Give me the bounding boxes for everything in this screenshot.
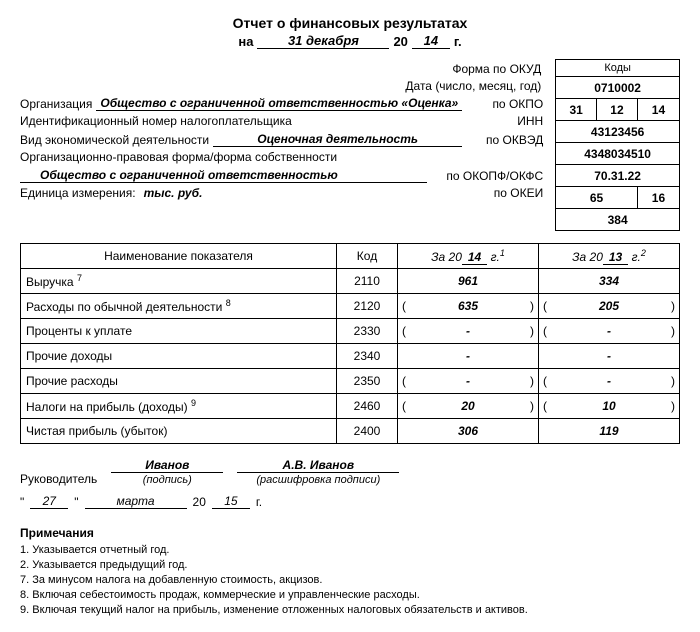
legal-form-value: Общество с ограниченной ответственностью [20, 168, 427, 183]
row-name: Прочие доходы [21, 344, 337, 369]
table-row: Расходы по обычной деятельности 82120(63… [21, 294, 680, 319]
org-value: Общество с ограниченной ответственностью… [96, 96, 462, 111]
row-code: 2460 [337, 394, 398, 419]
unit-label: Единица измерения: [20, 186, 140, 200]
legal-form-label: Организационно-правовая форма/форма собс… [20, 150, 545, 164]
row-value: 119 [539, 419, 680, 444]
sign-month: марта [85, 494, 187, 509]
sign-signature: Иванов [111, 458, 223, 473]
sign-year-prefix: 20 [193, 495, 206, 509]
year-prefix: 20 [393, 34, 407, 49]
notes-header: Примечания [20, 525, 680, 541]
okei-code: 384 [556, 209, 680, 231]
main-table: Наименование показателя Код За 2014 г.1 … [20, 243, 680, 444]
okved-label: по ОКВЭД [462, 133, 545, 147]
sign-year: 15 [212, 494, 250, 509]
activity-value: Оценочная деятельность [213, 132, 462, 147]
report-date-line: на 31 декабря 20 14 г. [20, 33, 680, 49]
row-code: 2400 [337, 419, 398, 444]
inn-code-label: ИНН [462, 114, 545, 128]
sign-day: 27 [30, 494, 68, 509]
table-row: Выручка 72110961334 [21, 269, 680, 294]
okopf-label: по ОКОПФ/ОКФС [427, 169, 545, 183]
th-year1: За 2014 г.1 [398, 244, 539, 269]
okud-code: 0710002 [556, 77, 680, 99]
okopf-code-2: 16 [637, 187, 679, 209]
row-name: Прочие расходы [21, 369, 337, 394]
date-d: 31 [556, 99, 597, 121]
table-row: Налоги на прибыль (доходы) 92460(20)(10) [21, 394, 680, 419]
row-value: 306 [398, 419, 539, 444]
row-name: Налоги на прибыль (доходы) 9 [21, 394, 337, 419]
row-value: 334 [539, 269, 680, 294]
note-item: 8. Включая себестоимость продаж, коммерч… [20, 588, 680, 603]
row-value: (-) [539, 369, 680, 394]
row-value: (-) [398, 319, 539, 344]
date-value: 31 декабря [257, 33, 389, 49]
row-name: Проценты к уплате [21, 319, 337, 344]
row-value: (20) [398, 394, 539, 419]
date-prefix: на [238, 34, 253, 49]
note-item: 9. Включая текущий налог на прибыль, изм… [20, 603, 680, 618]
table-row: Прочие расходы2350(-)(-) [21, 369, 680, 394]
note-item: 7. За минусом налога на добавленную стои… [20, 573, 680, 588]
row-value: (-) [539, 319, 680, 344]
org-label: Организация [20, 97, 96, 111]
year-suffix: г. [454, 34, 462, 49]
sign-role: Руководитель [20, 472, 97, 486]
inn-label: Идентификационный номер налогоплательщик… [20, 114, 462, 128]
year-value: 14 [412, 33, 450, 49]
row-name: Чистая прибыль (убыток) [21, 419, 337, 444]
note-item: 2. Указывается предыдущий год. [20, 558, 680, 573]
row-value: (10) [539, 394, 680, 419]
okud-label: Форма по ОКУД [20, 62, 545, 76]
note-item: 1. Указывается отчетный год. [20, 543, 680, 558]
row-code: 2330 [337, 319, 398, 344]
report-title: Отчет о финансовых результатах [20, 15, 680, 31]
okei-label: по ОКЕИ [462, 186, 545, 200]
okved-code: 70.31.22 [556, 165, 680, 187]
okpo-label: по ОКПО [462, 97, 545, 111]
table-row: Чистая прибыль (убыток)2400306119 [21, 419, 680, 444]
notes-block: Примечания 1. Указывается отчетный год.2… [20, 525, 680, 617]
row-name: Выручка 7 [21, 269, 337, 294]
row-value: - [398, 344, 539, 369]
codes-table: Коды 0710002 31 12 14 43123456 434803451… [555, 59, 680, 231]
row-code: 2110 [337, 269, 398, 294]
okopf-code-1: 65 [556, 187, 638, 209]
inn-code: 4348034510 [556, 143, 680, 165]
row-name: Расходы по обычной деятельности 8 [21, 294, 337, 319]
th-name: Наименование показателя [21, 244, 337, 269]
codes-header: Коды [556, 60, 680, 77]
th-code: Код [337, 244, 398, 269]
row-value: (-) [398, 369, 539, 394]
table-row: Проценты к уплате2330(-)(-) [21, 319, 680, 344]
row-code: 2340 [337, 344, 398, 369]
row-code: 2350 [337, 369, 398, 394]
row-code: 2120 [337, 294, 398, 319]
okpo-code: 43123456 [556, 121, 680, 143]
unit-value: тыс. руб. [140, 186, 463, 200]
row-value: (635) [398, 294, 539, 319]
row-value: - [539, 344, 680, 369]
date-y: 14 [637, 99, 679, 121]
activity-label: Вид экономической деятельности [20, 133, 213, 147]
sign-year-suffix: г. [256, 495, 262, 509]
sign-signature-cap: (подпись) [143, 473, 192, 486]
th-year2: За 2013 г.2 [539, 244, 680, 269]
sign-date: "27" марта 20 15 г. [20, 494, 680, 509]
row-value: 961 [398, 269, 539, 294]
table-row: Прочие доходы2340-- [21, 344, 680, 369]
row-value: (205) [539, 294, 680, 319]
date-label: Дата (число, месяц, год) [20, 79, 545, 93]
sign-fullname-cap: (расшифровка подписи) [256, 473, 380, 486]
signature-block: Руководитель Иванов (подпись) А.В. Ивано… [20, 458, 680, 486]
date-m: 12 [597, 99, 638, 121]
sign-fullname: А.В. Иванов [237, 458, 399, 473]
